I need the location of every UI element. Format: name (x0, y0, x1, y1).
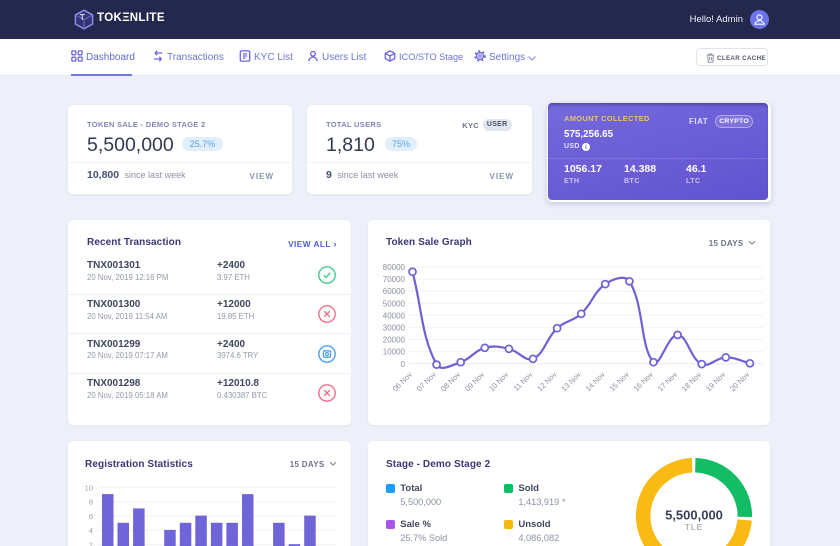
svg-text:12 Nov: 12 Nov (535, 370, 558, 393)
svg-text:50000: 50000 (383, 299, 406, 308)
svg-text:09 Nov: 09 Nov (463, 370, 486, 393)
svg-text:19 Nov: 19 Nov (704, 370, 727, 393)
svg-text:14 Nov: 14 Nov (584, 370, 607, 393)
svg-text:20000: 20000 (383, 336, 406, 345)
svg-text:8: 8 (89, 498, 93, 507)
svg-text:70000: 70000 (383, 275, 406, 284)
svg-text:10 Nov: 10 Nov (487, 370, 510, 393)
svg-text:06 Nov: 06 Nov (391, 370, 414, 393)
svg-text:08 Nov: 08 Nov (439, 370, 462, 393)
svg-text:10: 10 (85, 483, 93, 492)
svg-text:i: i (585, 145, 587, 151)
svg-text:80000: 80000 (383, 263, 406, 272)
svg-text:TLE: TLE (685, 522, 704, 532)
svg-text:30000: 30000 (383, 324, 406, 333)
svg-text:16 Nov: 16 Nov (632, 370, 655, 393)
svg-text:40000: 40000 (383, 311, 406, 320)
svg-text:11 Nov: 11 Nov (512, 370, 535, 393)
svg-text:4: 4 (89, 526, 93, 535)
svg-text:0: 0 (401, 360, 406, 369)
svg-text:07 Nov: 07 Nov (415, 370, 438, 393)
svg-text:13 Nov: 13 Nov (559, 370, 582, 393)
svg-text:60000: 60000 (383, 287, 406, 296)
svg-text:15 Nov: 15 Nov (608, 370, 631, 393)
svg-text:20 Nov: 20 Nov (728, 370, 751, 393)
svg-text:5,500,000: 5,500,000 (665, 508, 723, 523)
svg-text:10000: 10000 (383, 348, 406, 357)
svg-text:2: 2 (89, 541, 93, 546)
svg-text:6: 6 (89, 512, 93, 521)
svg-text:17 Nov: 17 Nov (656, 370, 679, 393)
svg-text:18 Nov: 18 Nov (680, 370, 703, 393)
